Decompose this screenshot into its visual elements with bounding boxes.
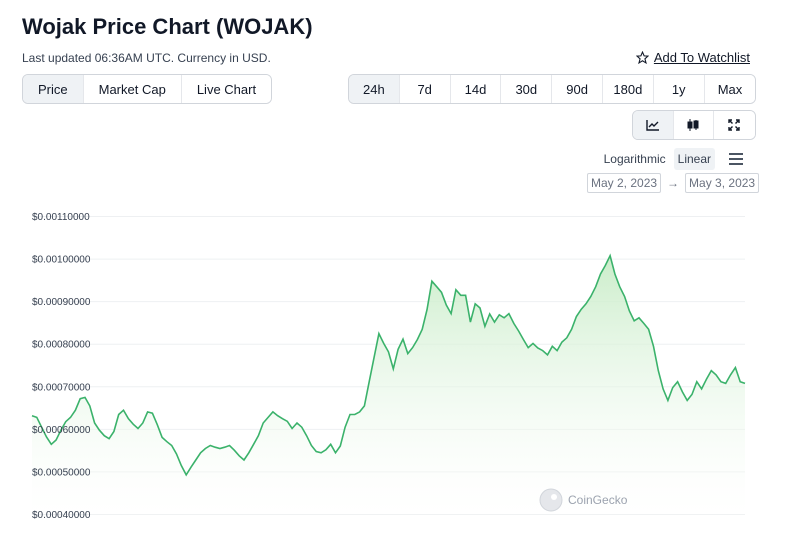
page-title: Wojak Price Chart (WOJAK) xyxy=(22,14,313,39)
candlestick-button[interactable] xyxy=(673,111,715,139)
range-24h[interactable]: 24h xyxy=(349,75,400,103)
coingecko-logo-icon xyxy=(539,488,563,512)
hamburger-menu-icon[interactable] xyxy=(727,152,745,166)
fullscreen-button[interactable] xyxy=(714,111,755,139)
y-tick-label: $0.00070000 xyxy=(32,382,91,393)
range-14d[interactable]: 14d xyxy=(450,75,502,103)
y-tick-label: $0.00090000 xyxy=(32,297,91,308)
date-range-arrow: → xyxy=(667,176,680,190)
y-tick-label: $0.00050000 xyxy=(32,467,91,478)
line-chart-button[interactable] xyxy=(633,111,674,139)
y-axis: $0.00110000 $0.00100000 $0.00090000 $0.0008… xyxy=(32,212,91,521)
price-area xyxy=(32,255,745,515)
y-tick-label: $0.00110000 xyxy=(32,212,90,223)
price-chart[interactable]: $0.00110000 $0.00100000 $0.00090000 $0.0008… xyxy=(0,200,787,540)
tab-price[interactable]: Price xyxy=(23,75,84,103)
watchlist-label: Add To Watchlist xyxy=(653,50,750,65)
range-max[interactable]: Max xyxy=(704,75,756,103)
scale-toggle: Logarithmic Linear xyxy=(600,148,745,170)
date-range: May 2, 2023 → May 3, 2023 xyxy=(587,173,760,193)
range-7d[interactable]: 7d xyxy=(399,75,451,103)
range-180d[interactable]: 180d xyxy=(602,75,654,103)
chart-type-toggle xyxy=(632,110,756,140)
y-tick-label: $0.00080000 xyxy=(32,340,91,351)
tab-market-cap[interactable]: Market Cap xyxy=(83,75,182,103)
add-to-watchlist-link[interactable]: Add To Watchlist xyxy=(635,50,750,65)
star-icon xyxy=(635,51,649,64)
candlestick-icon xyxy=(687,119,699,131)
watermark-text: CoinGecko xyxy=(568,493,628,507)
range-30d[interactable]: 30d xyxy=(501,75,553,103)
expand-icon xyxy=(728,119,741,131)
view-tabs: Price Market Cap Live Chart xyxy=(22,74,273,104)
logarithmic-option[interactable]: Logarithmic xyxy=(603,152,666,166)
tab-live-chart[interactable]: Live Chart xyxy=(181,75,272,103)
coingecko-watermark: CoinGecko xyxy=(539,488,628,512)
y-tick-label: $0.00060000 xyxy=(32,425,91,436)
date-from-input[interactable]: May 2, 2023 xyxy=(587,173,662,193)
time-range-tabs: 24h 7d 14d 30d 90d 180d 1y Max xyxy=(348,74,757,104)
range-90d[interactable]: 90d xyxy=(552,75,603,103)
date-to-input[interactable]: May 3, 2023 xyxy=(685,173,760,193)
y-tick-label: $0.00040000 xyxy=(32,510,91,521)
last-updated-text: Last updated 06:36AM UTC. Currency in US… xyxy=(22,51,271,65)
line-chart-icon xyxy=(646,120,659,131)
range-1y[interactable]: 1y xyxy=(653,75,705,103)
coingecko-logo-eye xyxy=(551,494,557,500)
linear-option[interactable]: Linear xyxy=(673,148,715,170)
price-line xyxy=(31,253,746,477)
y-tick-label: $0.00100000 xyxy=(32,255,91,266)
